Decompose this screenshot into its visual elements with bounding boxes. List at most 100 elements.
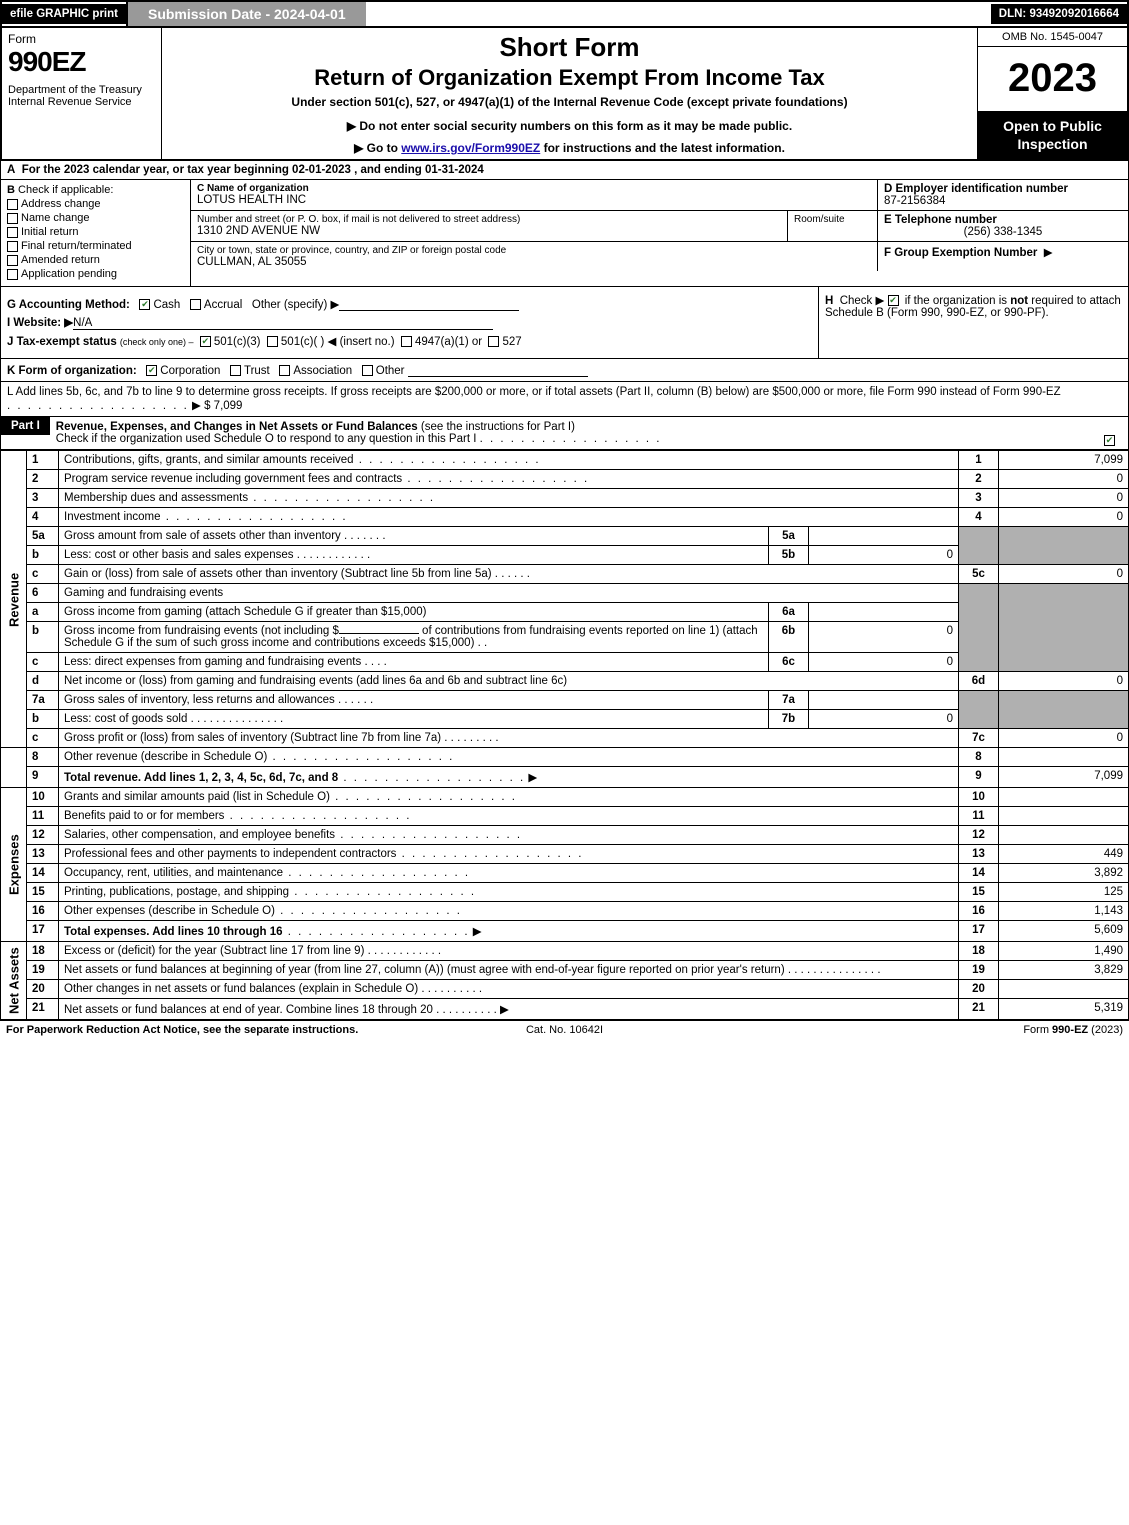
j-o4: 527 bbox=[502, 336, 521, 348]
chk-4947[interactable] bbox=[401, 336, 412, 347]
l7a-text: Gross sales of inventory, less returns a… bbox=[64, 694, 335, 706]
chk-application-pending[interactable] bbox=[7, 269, 18, 280]
l9-val: 7,099 bbox=[999, 767, 1129, 788]
l7b-no: b bbox=[27, 710, 59, 729]
l15-no: 15 bbox=[27, 883, 59, 902]
l-text: L Add lines 5b, 6c, and 7b to line 9 to … bbox=[7, 386, 1061, 398]
e-label: E Telephone number bbox=[884, 214, 997, 226]
cell-city: City or town, state or province, country… bbox=[191, 242, 878, 271]
h-text1: Check ▶ bbox=[840, 295, 888, 307]
l6-shaded-val bbox=[999, 584, 1129, 672]
chk-address-change[interactable] bbox=[7, 199, 18, 210]
opt-address-change: Address change bbox=[21, 198, 101, 210]
l21-box: 21 bbox=[959, 999, 999, 1020]
subtitle-3: ▶ Go to www.irs.gov/Form990EZ for instru… bbox=[172, 141, 967, 155]
b-letter: B bbox=[7, 184, 15, 196]
chk-501c3[interactable] bbox=[200, 336, 211, 347]
row-4: 4 Investment income 4 0 bbox=[1, 508, 1129, 527]
l17-val: 5,609 bbox=[999, 921, 1129, 942]
l5c-val: 0 bbox=[999, 565, 1129, 584]
chk-initial-return[interactable] bbox=[7, 227, 18, 238]
l11-no: 11 bbox=[27, 807, 59, 826]
l10-val bbox=[999, 788, 1129, 807]
section-ghijk: G Accounting Method: Cash Accrual Other … bbox=[0, 287, 1129, 359]
l3-val: 0 bbox=[999, 489, 1129, 508]
l3-box: 3 bbox=[959, 489, 999, 508]
row-3: 3 Membership dues and assessments 3 0 bbox=[1, 489, 1129, 508]
chk-association[interactable] bbox=[279, 365, 290, 376]
line-k: K Form of organization: Corporation Trus… bbox=[0, 359, 1129, 382]
chk-schedule-o[interactable] bbox=[1104, 435, 1115, 446]
chk-other-org[interactable] bbox=[362, 365, 373, 376]
l6d-val: 0 bbox=[999, 672, 1129, 691]
chk-trust[interactable] bbox=[230, 365, 241, 376]
form-number: 990EZ bbox=[8, 46, 155, 78]
col-b: B Check if applicable: Address change Na… bbox=[1, 180, 191, 286]
k-other-input[interactable] bbox=[408, 363, 588, 377]
c-label: C Name of organization bbox=[197, 183, 309, 194]
l15-box: 15 bbox=[959, 883, 999, 902]
subtitle-1: Under section 501(c), 527, or 4947(a)(1)… bbox=[172, 95, 967, 109]
l1-text: Contributions, gifts, grants, and simila… bbox=[64, 454, 354, 466]
row-6: 6 Gaming and fundraising events bbox=[1, 584, 1129, 603]
l5b-text: Less: cost or other basis and sales expe… bbox=[64, 549, 294, 561]
part-i-header: Part I Revenue, Expenses, and Changes in… bbox=[0, 417, 1129, 450]
l7b-text: Less: cost of goods sold bbox=[64, 713, 187, 725]
chk-527[interactable] bbox=[488, 336, 499, 347]
l7-shaded-val bbox=[999, 691, 1129, 729]
l11-text: Benefits paid to or for members bbox=[64, 810, 224, 822]
cell-address: Number and street (or P. O. box, if mail… bbox=[191, 211, 788, 241]
l6d-text: Net income or (loss) from gaming and fun… bbox=[59, 672, 959, 691]
opt-application-pending: Application pending bbox=[21, 268, 117, 280]
sub3-post: for instructions and the latest informat… bbox=[540, 141, 785, 155]
part-i-dots bbox=[480, 433, 662, 445]
l10-no: 10 bbox=[27, 788, 59, 807]
g-other-input[interactable] bbox=[339, 297, 519, 311]
opt-name-change: Name change bbox=[21, 212, 90, 224]
l6c-text: Less: direct expenses from gaming and fu… bbox=[64, 656, 361, 668]
chk-cash[interactable] bbox=[139, 299, 150, 310]
l10-text: Grants and similar amounts paid (list in… bbox=[64, 791, 330, 803]
l20-val bbox=[999, 980, 1129, 999]
l5c-no: c bbox=[27, 565, 59, 584]
tax-year: 2023 bbox=[978, 47, 1127, 111]
l6b-sub: 6b bbox=[769, 622, 809, 653]
l14-box: 14 bbox=[959, 864, 999, 883]
l19-val: 3,829 bbox=[999, 961, 1129, 980]
row-9: 9 Total revenue. Add lines 1, 2, 3, 4, 5… bbox=[1, 767, 1129, 788]
l3-text: Membership dues and assessments bbox=[64, 492, 248, 504]
l4-box: 4 bbox=[959, 508, 999, 527]
i-label: I Website: ▶ bbox=[7, 317, 73, 329]
section-bcdef: B Check if applicable: Address change Na… bbox=[0, 180, 1129, 287]
l13-val: 449 bbox=[999, 845, 1129, 864]
irs-link[interactable]: www.irs.gov/Form990EZ bbox=[401, 141, 540, 155]
cell-c: C Name of organization LOTUS HEALTH INC bbox=[191, 180, 878, 210]
row-7c: c Gross profit or (loss) from sales of i… bbox=[1, 729, 1129, 748]
expenses-rotated-label: Expenses bbox=[1, 788, 27, 942]
line-l: L Add lines 5b, 6c, and 7b to line 9 to … bbox=[0, 382, 1129, 417]
chk-name-change[interactable] bbox=[7, 213, 18, 224]
l7c-box: 7c bbox=[959, 729, 999, 748]
l16-no: 16 bbox=[27, 902, 59, 921]
l6b-no: b bbox=[27, 622, 59, 653]
j-o3: 4947(a)(1) or bbox=[415, 336, 482, 348]
l10-box: 10 bbox=[959, 788, 999, 807]
l-amt-prefix: ▶ $ bbox=[192, 400, 214, 412]
chk-final-return[interactable] bbox=[7, 241, 18, 252]
revenue-rotated-label: Revenue bbox=[1, 451, 27, 748]
chk-amended-return[interactable] bbox=[7, 255, 18, 266]
footer-left: For Paperwork Reduction Act Notice, see … bbox=[6, 1024, 378, 1036]
col-ghi-left: G Accounting Method: Cash Accrual Other … bbox=[1, 287, 818, 358]
chk-accrual[interactable] bbox=[190, 299, 201, 310]
chk-501c[interactable] bbox=[267, 336, 278, 347]
chk-corporation[interactable] bbox=[146, 365, 157, 376]
l14-text: Occupancy, rent, utilities, and maintena… bbox=[64, 867, 283, 879]
chk-h[interactable] bbox=[888, 295, 899, 306]
l5a-sub: 5a bbox=[769, 527, 809, 546]
l6a-sub: 6a bbox=[769, 603, 809, 622]
l2-no: 2 bbox=[27, 470, 59, 489]
line-a: A For the 2023 calendar year, or tax yea… bbox=[0, 161, 1129, 180]
l18-text: Excess or (deficit) for the year (Subtra… bbox=[64, 945, 364, 957]
sub3-pre: ▶ Go to bbox=[354, 141, 401, 155]
l6d-no: d bbox=[27, 672, 59, 691]
